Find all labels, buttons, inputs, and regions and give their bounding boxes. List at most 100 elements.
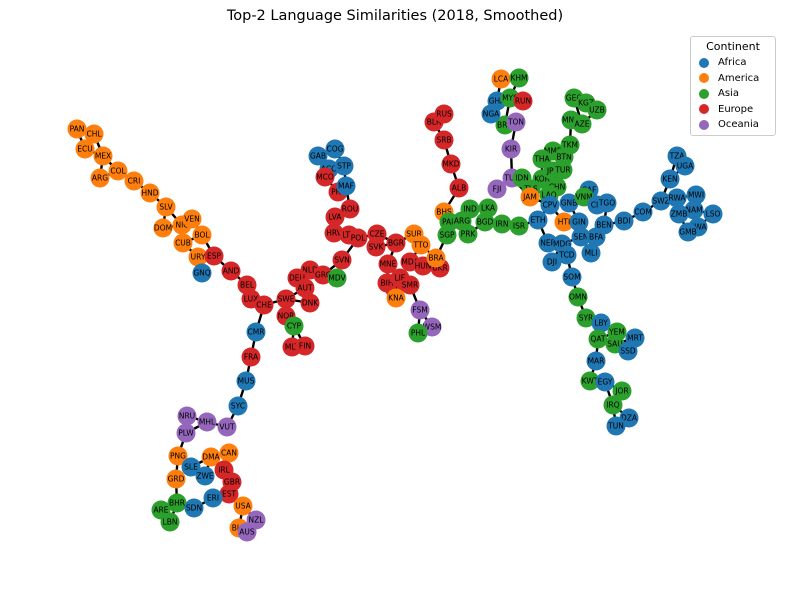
node-marker: [441, 154, 461, 174]
node-label: LIE: [394, 274, 405, 283]
node-marker: [554, 212, 574, 232]
node-marker: [532, 149, 552, 169]
legend-entry: Europe: [691, 102, 775, 118]
node-aut: AUT: [295, 278, 315, 298]
legend-entry: Africa: [691, 55, 775, 71]
node-marker: [386, 233, 406, 253]
node-gnb: GNB: [559, 193, 579, 213]
node-tgo: TGO: [597, 193, 617, 213]
node-bgd: BGD: [475, 212, 495, 232]
node-mne: MNE: [378, 254, 398, 274]
node-label: FSM: [412, 306, 427, 315]
node-marker: [614, 211, 634, 231]
node-rwa: RWA: [667, 188, 687, 208]
node-label: PRK: [461, 230, 477, 239]
node-label: LAO: [541, 191, 556, 200]
node-marker: [327, 268, 347, 288]
node-label: GEO: [566, 94, 583, 103]
node-est: EST: [219, 484, 239, 504]
node-label: TCD: [558, 251, 574, 260]
node-label: GIN: [572, 218, 586, 227]
node-cpv: CPV: [540, 195, 560, 215]
node-mli: MLI: [581, 243, 601, 263]
node-marker: [246, 322, 266, 342]
node-ven: VEN: [182, 209, 202, 229]
node-tun: TUN: [606, 416, 626, 436]
node-aus: AUS: [237, 522, 257, 542]
node-label: KHM: [510, 74, 527, 83]
node-label: SVN: [334, 256, 350, 265]
node-label: MNE: [380, 260, 397, 269]
node-fin: FIN: [295, 336, 315, 356]
node-label: NAM: [685, 206, 702, 215]
node-label: NOR: [278, 312, 295, 321]
node-marker: [204, 246, 224, 266]
node-ton: TON: [506, 112, 526, 132]
node-kir: KIR: [501, 139, 521, 159]
node-marker: [572, 114, 592, 134]
node-marker: [411, 235, 431, 255]
node-label: QAT: [590, 335, 605, 344]
node-marker: [667, 188, 687, 208]
node-label: EST: [222, 490, 236, 499]
node-hnd: HND: [140, 183, 160, 203]
node-label: CHL: [86, 130, 102, 139]
node-eth: ETH: [528, 210, 548, 230]
node-marker: [633, 202, 653, 222]
node-lva: LVA: [325, 207, 345, 227]
node-label: ECU: [77, 145, 92, 154]
node-label: DOM: [154, 224, 172, 233]
node-marker: [219, 443, 239, 463]
node-label: MEX: [95, 152, 111, 161]
node-label: NER: [540, 239, 556, 248]
node-kna: KNA: [386, 288, 406, 308]
node-marker: [295, 278, 315, 298]
node-mdv: MDV: [327, 268, 347, 288]
node-label: KNA: [388, 294, 405, 303]
node-mhl: MHL: [197, 412, 217, 432]
node-label: UZB: [589, 106, 605, 115]
node-nru: NRU: [177, 406, 197, 426]
node-label: PLW: [178, 429, 194, 438]
node-label: COM: [634, 208, 652, 217]
node-marker: [408, 323, 428, 343]
node-label: ALB: [452, 184, 466, 193]
node-label: MAF: [338, 182, 354, 191]
node-jam: JAM: [520, 187, 540, 207]
node-label: AUS: [239, 528, 255, 537]
node-label: TGO: [598, 199, 615, 208]
node-hrv: HRV: [324, 223, 344, 243]
node-label: MDG: [553, 240, 571, 249]
node-label: AZE: [574, 120, 589, 129]
node-sen: SEN: [571, 227, 591, 247]
node-plw: PLW: [176, 423, 196, 443]
node-sle: SLE: [181, 457, 201, 477]
node-usa: USA: [233, 496, 253, 516]
node-marker: [606, 416, 626, 436]
node-label: VEN: [184, 215, 199, 224]
node-marker: [528, 210, 548, 230]
node-dji: DJI: [542, 252, 562, 272]
node-label: SRB: [436, 136, 451, 145]
node-marker: [75, 139, 95, 159]
node-marker: [325, 207, 345, 227]
node-label: SYR: [579, 314, 594, 323]
node-label: BTN: [556, 153, 571, 162]
node-ner: NER: [538, 233, 558, 253]
node-label: MDA: [401, 258, 419, 267]
node-marker: [703, 204, 723, 224]
legend-label: Oceania: [718, 119, 759, 131]
node-label: SWZ: [652, 197, 669, 206]
node-label: THA: [533, 155, 550, 164]
node-marker: [492, 214, 512, 234]
node-marker: [201, 447, 221, 467]
node-mco: MCO: [315, 167, 335, 187]
node-label: HUN: [415, 262, 432, 271]
node-swe: SWE: [276, 289, 296, 309]
node-label: CHN: [549, 183, 566, 192]
node-label: AND: [223, 267, 240, 276]
node-label: ERI: [207, 494, 219, 503]
node-label: LKA: [481, 204, 496, 213]
node-marker: [195, 466, 215, 486]
